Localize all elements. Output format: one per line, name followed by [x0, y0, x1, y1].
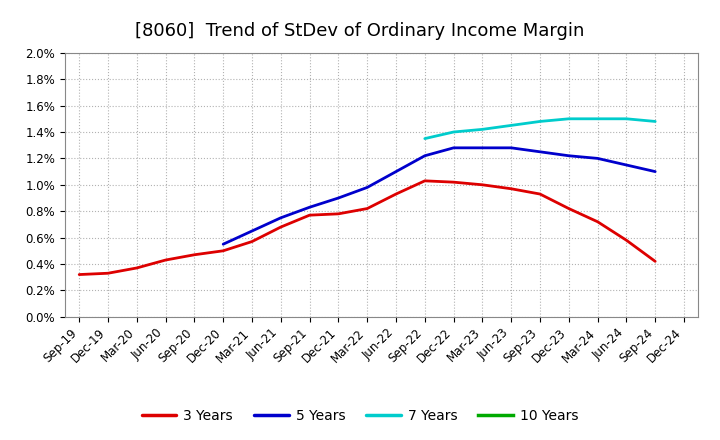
3 Years [334, 211, 343, 216]
7 Years [564, 116, 573, 121]
5 Years [305, 205, 314, 210]
7 Years [420, 136, 429, 141]
5 Years [420, 153, 429, 158]
3 Years [392, 191, 400, 197]
5 Years [507, 145, 516, 150]
3 Years [536, 191, 544, 197]
3 Years [420, 178, 429, 183]
3 Years [507, 186, 516, 191]
3 Years [305, 213, 314, 218]
5 Years [478, 145, 487, 150]
7 Years [622, 116, 631, 121]
5 Years [593, 156, 602, 161]
7 Years [651, 119, 660, 124]
7 Years [593, 116, 602, 121]
3 Years [622, 238, 631, 243]
5 Years [334, 195, 343, 201]
Legend: 3 Years, 5 Years, 7 Years, 10 Years: 3 Years, 5 Years, 7 Years, 10 Years [136, 403, 584, 429]
3 Years [75, 272, 84, 277]
5 Years [392, 169, 400, 174]
5 Years [449, 145, 458, 150]
3 Years [593, 219, 602, 224]
3 Years [651, 259, 660, 264]
5 Years [363, 185, 372, 190]
Line: 7 Years: 7 Years [425, 119, 655, 139]
3 Years [276, 224, 285, 230]
3 Years [132, 265, 141, 271]
Text: [8060]  Trend of StDev of Ordinary Income Margin: [8060] Trend of StDev of Ordinary Income… [135, 22, 585, 40]
5 Years [248, 228, 256, 234]
3 Years [564, 206, 573, 211]
5 Years [564, 153, 573, 158]
5 Years [536, 149, 544, 154]
7 Years [507, 123, 516, 128]
Line: 3 Years: 3 Years [79, 181, 655, 275]
Line: 5 Years: 5 Years [223, 148, 655, 244]
7 Years [536, 119, 544, 124]
5 Years [219, 242, 228, 247]
5 Years [276, 215, 285, 220]
3 Years [190, 252, 199, 257]
7 Years [449, 129, 458, 135]
3 Years [219, 248, 228, 253]
5 Years [622, 162, 631, 168]
3 Years [363, 206, 372, 211]
3 Years [449, 180, 458, 185]
3 Years [104, 271, 112, 276]
3 Years [161, 257, 170, 263]
3 Years [248, 239, 256, 244]
7 Years [478, 127, 487, 132]
5 Years [651, 169, 660, 174]
3 Years [478, 182, 487, 187]
